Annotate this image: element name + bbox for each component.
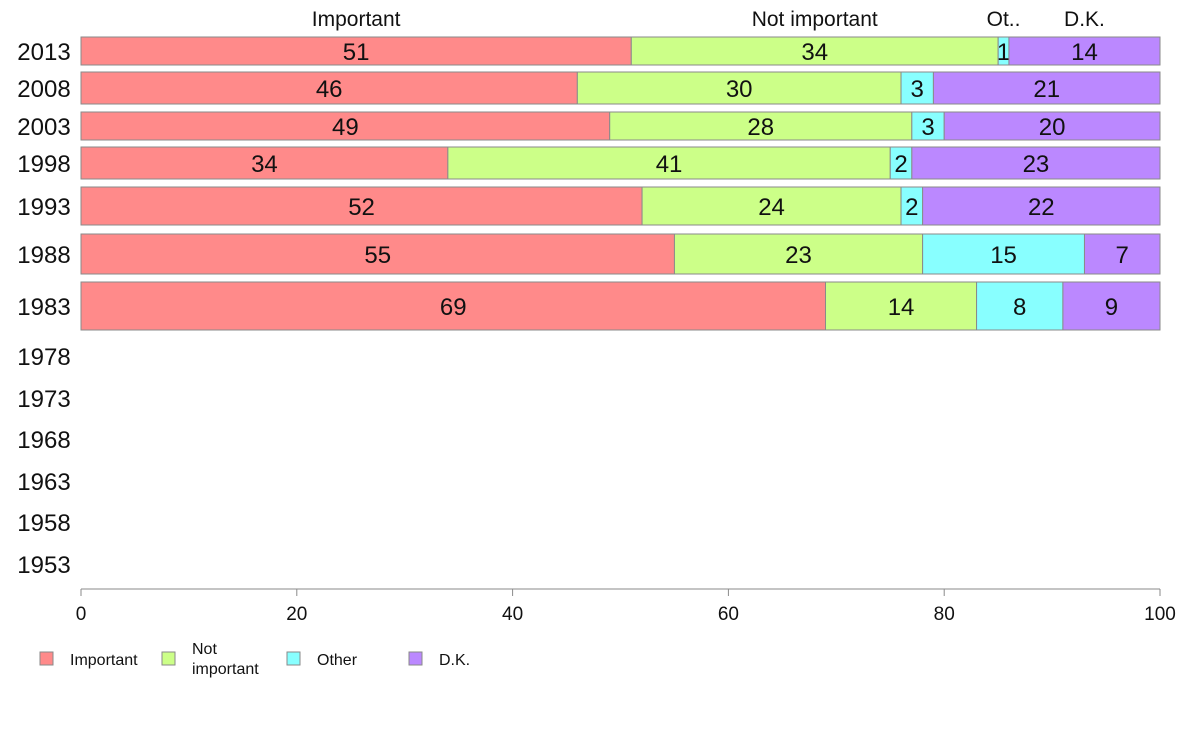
- bar-2013-d-k: [1008, 36, 1161, 66]
- category-label-1983: 1983: [17, 294, 70, 321]
- bar-1998-not-important: [447, 146, 891, 180]
- category-label-2003: 2003: [17, 114, 70, 141]
- data-label-1993-other: 2: [905, 194, 918, 221]
- category-label-1988: 1988: [17, 242, 70, 269]
- legend-swatch-other: [286, 651, 301, 666]
- legend-swatch-d-k: [408, 651, 423, 666]
- bar-2008-other: [900, 71, 934, 105]
- category-label-1993: 1993: [17, 194, 70, 221]
- category-labels: 2013 2008 2003 1998 1993 1988 1983 1978 1973 1968…: [17, 39, 70, 579]
- data-label-1993-d-k: 22: [1028, 194, 1055, 221]
- legend-label-d-k: D.K.: [439, 652, 470, 669]
- category-label-1973: 1973: [17, 386, 70, 413]
- data-label-1988-d-k: 7: [1116, 242, 1129, 269]
- bar-1988-d-k: [1083, 233, 1161, 275]
- bar-2003-not-important: [609, 111, 913, 141]
- data-label-1983-not-important: 14: [888, 294, 915, 321]
- data-label-2013-important: 51: [343, 39, 370, 66]
- bar-2008-d-k: [932, 71, 1161, 105]
- data-label-1988-important: 55: [364, 242, 391, 269]
- top-label-not-important: Not important: [752, 8, 878, 31]
- bar-2003-other: [911, 111, 945, 141]
- bar-1998-d-k: [911, 146, 1161, 180]
- data-label-2008-d-k: 21: [1033, 76, 1060, 103]
- x-axis: 0 20 40 60 80 100: [76, 588, 1176, 625]
- bar-1993-d-k: [922, 186, 1161, 226]
- legend-label-other: Other: [317, 652, 358, 669]
- bar-2003-d-k: [943, 111, 1161, 141]
- legend-label-not-important: Not important: [192, 641, 259, 678]
- category-label-1953: 1953: [17, 552, 70, 579]
- category-label-1998: 1998: [17, 151, 70, 178]
- data-label-2003-other: 3: [921, 114, 934, 141]
- category-label-1963: 1963: [17, 469, 70, 496]
- data-label-2003-not-important: 28: [747, 114, 774, 141]
- data-label-2013-d-k: 14: [1071, 39, 1098, 66]
- data-label-1993-important: 52: [348, 194, 375, 221]
- category-label-2013: 2013: [17, 39, 70, 66]
- data-label-2003-important: 49: [332, 114, 359, 141]
- data-label-2008-important: 46: [316, 76, 343, 103]
- bar-1988-not-important: [673, 233, 924, 275]
- x-tick-label-20: 20: [286, 604, 307, 625]
- top-label-other: Ot..: [987, 8, 1021, 31]
- data-label-2003-d-k: 20: [1039, 114, 1066, 141]
- data-label-1983-d-k: 9: [1105, 294, 1118, 321]
- bar-2013-important: [80, 36, 632, 66]
- bar-1993-important: [80, 186, 643, 226]
- data-label-2013-not-important: 34: [801, 39, 828, 66]
- bar-1983-not-important: [825, 281, 978, 331]
- top-label-important: Important: [312, 8, 401, 31]
- bar-1998-important: [80, 146, 449, 180]
- category-label-1978: 1978: [17, 344, 70, 371]
- data-label-1983-other: 8: [1013, 294, 1026, 321]
- data-label-2008-not-important: 30: [726, 76, 753, 103]
- data-label-1988-other: 15: [990, 242, 1017, 269]
- data-label-2013-other: 1: [997, 39, 1010, 66]
- bar-1983-d-k: [1062, 281, 1161, 331]
- bar-2003-important: [80, 111, 611, 141]
- legend: Important Not important Other D.K.: [39, 641, 470, 678]
- bar-1988-important: [80, 233, 675, 275]
- data-label-1983-important: 69: [440, 294, 467, 321]
- bar-2008-not-important: [576, 71, 902, 105]
- category-label-1958: 1958: [17, 510, 70, 537]
- legend-swatch-important: [39, 651, 54, 666]
- legend-label-important: Important: [70, 652, 138, 669]
- bar-1983-important: [80, 281, 827, 331]
- top-series-labels: Important Not important Ot.. D.K.: [312, 8, 1105, 31]
- data-label-1998-d-k: 23: [1023, 151, 1050, 178]
- category-label-2008: 2008: [17, 76, 70, 103]
- data-label-1998-important: 34: [251, 151, 278, 178]
- data-label-1993-not-important: 24: [758, 194, 785, 221]
- bar-1993-not-important: [641, 186, 902, 226]
- x-tick-label-80: 80: [934, 604, 955, 625]
- data-label-1998-other: 2: [894, 151, 907, 178]
- data-label-1998-not-important: 41: [656, 151, 683, 178]
- bar-2013-not-important: [630, 36, 999, 66]
- x-tick-label-0: 0: [76, 604, 87, 625]
- data-label-2008-other: 3: [911, 76, 924, 103]
- x-tick-label-100: 100: [1144, 604, 1176, 625]
- x-tick-label-60: 60: [718, 604, 739, 625]
- top-label-d-k: D.K.: [1064, 8, 1105, 31]
- x-tick-label-40: 40: [502, 604, 523, 625]
- category-label-1968: 1968: [17, 427, 70, 454]
- data-label-1988-not-important: 23: [785, 242, 812, 269]
- legend-swatch-not-important: [161, 651, 176, 666]
